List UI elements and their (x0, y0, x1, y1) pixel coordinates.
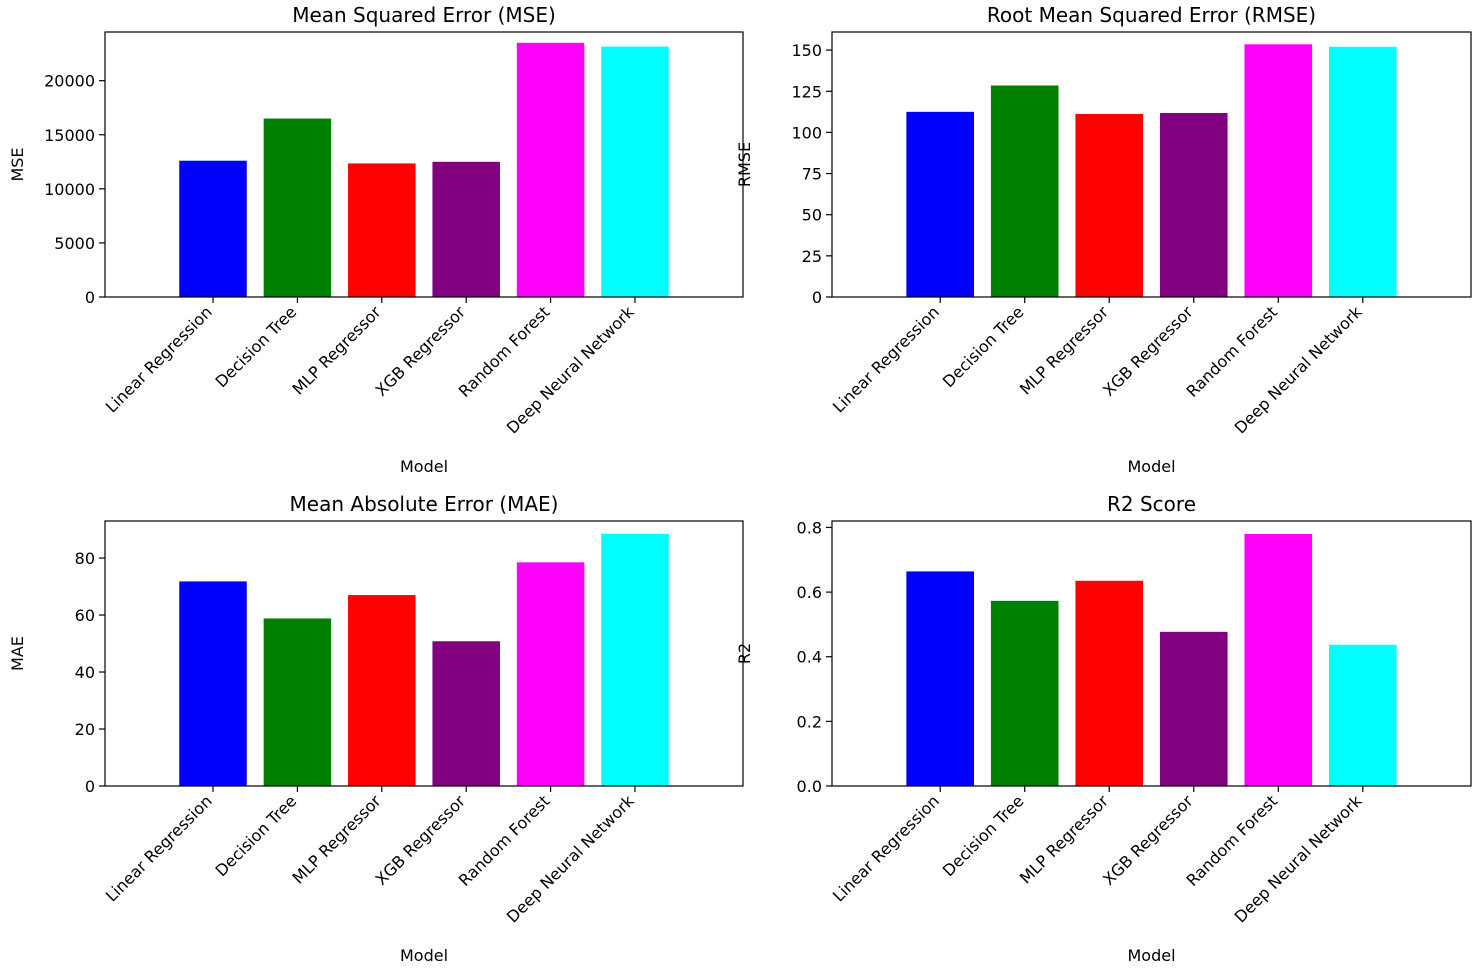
y-axis-label: MSE (8, 147, 27, 181)
bar-mlp-regressor (1075, 113, 1144, 297)
y-axis-label: MAE (8, 636, 27, 671)
bar-xgb-regressor (432, 641, 500, 786)
x-tick-label: Random Forest (455, 302, 554, 401)
y-tick-label: 100 (791, 123, 822, 142)
axes-frame (104, 31, 744, 298)
chart-title: R2 Score (1107, 492, 1196, 516)
y-tick-label: 125 (791, 82, 822, 101)
x-tick-label: Decision Tree (939, 302, 1028, 391)
bar-deep-neural-network (1329, 46, 1397, 298)
y-tick-label: 0 (85, 777, 95, 796)
y-tick-label: 0.0 (797, 777, 822, 796)
x-tick-label: Random Forest (1183, 791, 1282, 890)
y-tick-label: 0 (85, 288, 95, 307)
chart-title: Mean Absolute Error (MAE) (290, 492, 559, 516)
x-tick-label: XGB Regressor (1099, 302, 1197, 400)
y-tick-label: 0.4 (797, 648, 822, 667)
y-tick-label: 40 (75, 663, 95, 682)
y-axis-label: R2 (735, 643, 754, 664)
bar-deep-neural-network (601, 46, 669, 297)
bar-decision-tree (990, 85, 1059, 298)
bar-decision-tree (990, 600, 1059, 786)
x-tick-label: Decision Tree (939, 791, 1028, 880)
y-tick-label: 15000 (44, 126, 95, 145)
y-tick-label: 5000 (54, 234, 95, 253)
bar-decision-tree (263, 118, 332, 297)
bar-linear-regression (906, 571, 974, 786)
y-tick-label: 0 (812, 288, 822, 307)
bar-mlp-regressor (348, 163, 416, 297)
bar-deep-neural-network (601, 533, 669, 786)
axes-frame (831, 520, 1472, 787)
bar-xgb-regressor (432, 161, 500, 297)
x-axis-label: Model (1127, 457, 1175, 476)
y-axis-label: RMSE (735, 142, 754, 187)
x-axis-label: Model (400, 946, 448, 965)
y-tick-label: 50 (802, 206, 822, 225)
chart-panel-1: 0 5000 10000 15000 20000 Linear RegressionDec… (8, 3, 744, 476)
bar-xgb-regressor (1159, 112, 1228, 297)
chart-panel-4: 0.0 0.2 0.4 0.6 0.8 Linear RegressionDecision… (735, 492, 1472, 965)
bar-random-forest (1244, 533, 1313, 786)
y-tick-label: 0.6 (797, 583, 822, 602)
x-tick-label: XGB Regressor (371, 302, 469, 400)
x-axis-label: Model (400, 457, 448, 476)
y-tick-label: 0.8 (797, 518, 822, 537)
bar-random-forest (1244, 44, 1313, 298)
x-tick-label: MLP Regressor (288, 791, 384, 887)
y-tick-label: 75 (802, 165, 822, 184)
x-axis-label: Model (1127, 946, 1175, 965)
y-tick-label: 10000 (44, 180, 95, 199)
chart-panel-2: 0 25 50 75 100 125 150 Linear RegressionDecisio… (735, 3, 1472, 476)
x-tick-label: MLP Regressor (288, 302, 384, 398)
y-tick-label: 0.2 (797, 712, 822, 731)
x-tick-label: XGB Regressor (1099, 791, 1197, 889)
x-tick-label: MLP Regressor (1016, 791, 1112, 887)
x-tick-label: MLP Regressor (1016, 302, 1112, 398)
bar-deep-neural-network (1329, 644, 1397, 786)
axes-frame (831, 31, 1472, 298)
x-tick-label: Random Forest (455, 791, 554, 890)
bar-linear-regression (179, 160, 247, 297)
bar-random-forest (516, 42, 585, 297)
x-tick-label: Linear Regression (829, 791, 943, 905)
bar-xgb-regressor (1159, 631, 1228, 786)
x-tick-label: XGB Regressor (371, 791, 469, 889)
x-tick-label: Linear Regression (829, 302, 943, 416)
x-tick-label: Linear Regression (102, 302, 216, 416)
x-tick-label: Random Forest (1183, 302, 1282, 401)
bar-linear-regression (179, 581, 247, 786)
bar-mlp-regressor (348, 595, 416, 786)
bar-mlp-regressor (1075, 580, 1144, 786)
y-tick-label: 25 (802, 247, 822, 266)
y-tick-label: 60 (75, 606, 95, 625)
bar-decision-tree (263, 618, 332, 786)
chart-title: Root Mean Squared Error (RMSE) (987, 3, 1316, 27)
y-tick-label: 150 (791, 41, 822, 60)
x-tick-label: Decision Tree (211, 791, 300, 880)
bar-linear-regression (906, 111, 974, 297)
y-tick-label: 20000 (44, 72, 95, 91)
y-tick-label: 80 (75, 549, 95, 568)
bar-random-forest (516, 562, 585, 786)
axes-frame (104, 520, 744, 787)
chart-title: Mean Squared Error (MSE) (292, 3, 556, 27)
x-tick-label: Decision Tree (211, 302, 300, 391)
y-tick-label: 20 (75, 720, 95, 739)
x-tick-label: Linear Regression (102, 791, 216, 905)
